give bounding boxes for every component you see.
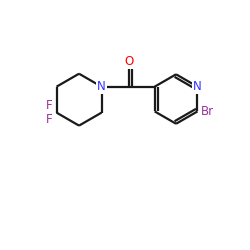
Text: N: N	[97, 80, 106, 93]
Text: F: F	[46, 113, 52, 126]
Text: Br: Br	[201, 105, 214, 118]
Text: F: F	[46, 99, 52, 112]
Text: O: O	[124, 56, 133, 68]
Text: N: N	[193, 80, 202, 93]
